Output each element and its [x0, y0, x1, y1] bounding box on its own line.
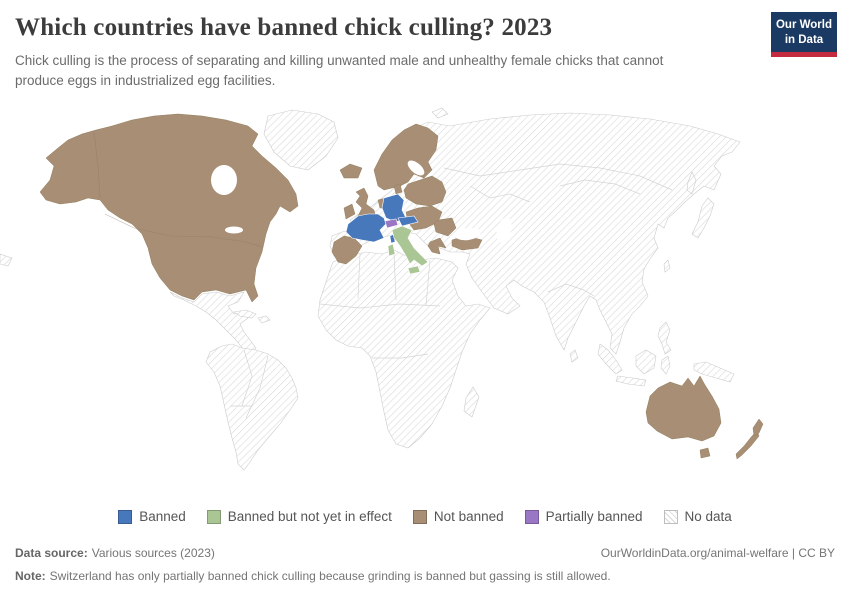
legend-swatch-banned [118, 509, 133, 524]
page-subtitle: Chick culling is the process of separati… [15, 53, 664, 89]
legend-swatch-no-data [663, 509, 678, 524]
region-sardinia[interactable] [387, 243, 396, 257]
region-austria[interactable] [397, 215, 419, 227]
world-map [0, 107, 764, 471]
us-canada-border [93, 131, 264, 248]
region-sri-lanka[interactable] [569, 349, 579, 363]
region-hispaniola[interactable] [257, 315, 271, 324]
south-america-internal-borders [230, 349, 269, 419]
legend-label-pending: Banned but not yet in effect [227, 509, 392, 524]
legend-label-not-banned: Not banned [433, 509, 504, 524]
chart-footer: Data source: Various sources (2023) OurWo… [15, 546, 835, 583]
map-legend: Banned Banned but not yet in effect Not … [0, 509, 850, 524]
region-usa-canada[interactable] [39, 113, 299, 303]
region-sumatra[interactable] [597, 343, 623, 375]
region-greenland[interactable] [263, 109, 339, 171]
region-sakhalin[interactable] [686, 171, 697, 195]
hudson-bay [211, 165, 237, 195]
data-source-label: Data source: [15, 546, 88, 560]
region-sicily[interactable] [407, 265, 421, 275]
region-taiwan[interactable] [663, 259, 671, 273]
legend-item-partially-banned[interactable]: Partially banned [524, 509, 643, 524]
footer-row-source: Data source: Various sources (2023) OurWo… [15, 546, 835, 560]
region-borneo[interactable] [635, 349, 657, 375]
black-sea [455, 227, 481, 241]
caspian-sea [496, 217, 512, 243]
page-title: Which countries have banned chick cullin… [15, 14, 553, 41]
legend-label-banned: Banned [139, 509, 186, 524]
great-lakes [225, 226, 243, 234]
region-sulawesi[interactable] [660, 355, 671, 375]
region-ireland[interactable] [343, 203, 356, 220]
logo-line-2: in Data [784, 33, 824, 46]
region-madagascar[interactable] [463, 386, 480, 418]
region-new-guinea[interactable] [693, 361, 735, 383]
region-java[interactable] [615, 375, 647, 387]
region-new-zealand-south[interactable] [735, 430, 760, 460]
legend-item-no-data[interactable]: No data [663, 509, 732, 524]
region-baltics-poland[interactable] [403, 175, 447, 207]
data-source-value[interactable]: Various sources (2023) [91, 546, 215, 560]
africa-internal-borders [319, 251, 441, 359]
legend-label-no-data: No data [684, 509, 732, 524]
region-iberia[interactable] [331, 235, 363, 265]
legend-label-partially-banned: Partially banned [545, 509, 643, 524]
data-source: Data source: Various sources (2023) [15, 546, 215, 560]
legend-swatch-pending [206, 509, 221, 524]
owid-url-link[interactable]: OurWorldinData.org/animal-welfare | CC B… [600, 546, 835, 560]
legend-item-pending[interactable]: Banned but not yet in effect [206, 509, 392, 524]
legend-item-not-banned[interactable]: Not banned [412, 509, 504, 524]
note-text: Switzerland has only partially banned ch… [49, 569, 611, 583]
footer-row-note: Note: Switzerland has only partially bann… [15, 569, 835, 583]
region-mexico-central-america[interactable] [169, 291, 257, 355]
logo-line-1: Our World [775, 19, 832, 31]
region-greece[interactable] [427, 237, 447, 255]
region-romania-bulgaria[interactable] [433, 217, 457, 237]
region-south-america[interactable] [205, 343, 299, 471]
region-switzerland[interactable] [384, 218, 399, 229]
chart-header: Which countries have banned chick cullin… [15, 14, 755, 92]
region-japan[interactable] [691, 197, 715, 239]
legend-swatch-partially-banned [524, 509, 539, 524]
region-iceland[interactable] [339, 163, 363, 179]
region-denmark[interactable] [393, 183, 403, 195]
owid-logo[interactable]: Our World in Data [771, 12, 837, 57]
baltic-sea [407, 160, 425, 176]
region-philippines[interactable] [657, 321, 672, 355]
legend-item-banned[interactable]: Banned [118, 509, 186, 524]
region-italy[interactable] [391, 225, 429, 267]
region-france[interactable] [345, 213, 387, 243]
region-new-zealand-north[interactable] [752, 418, 764, 437]
asia-internal-borders [443, 163, 673, 297]
region-svalbard[interactable] [431, 107, 449, 119]
note-label: Note: [15, 569, 46, 583]
region-chukotka-sliver[interactable] [0, 253, 13, 267]
region-africa[interactable] [317, 249, 491, 449]
region-tasmania[interactable] [699, 447, 711, 459]
legend-swatch-not-banned [412, 509, 427, 524]
region-cuba[interactable] [233, 309, 257, 319]
region-australia[interactable] [645, 375, 722, 442]
